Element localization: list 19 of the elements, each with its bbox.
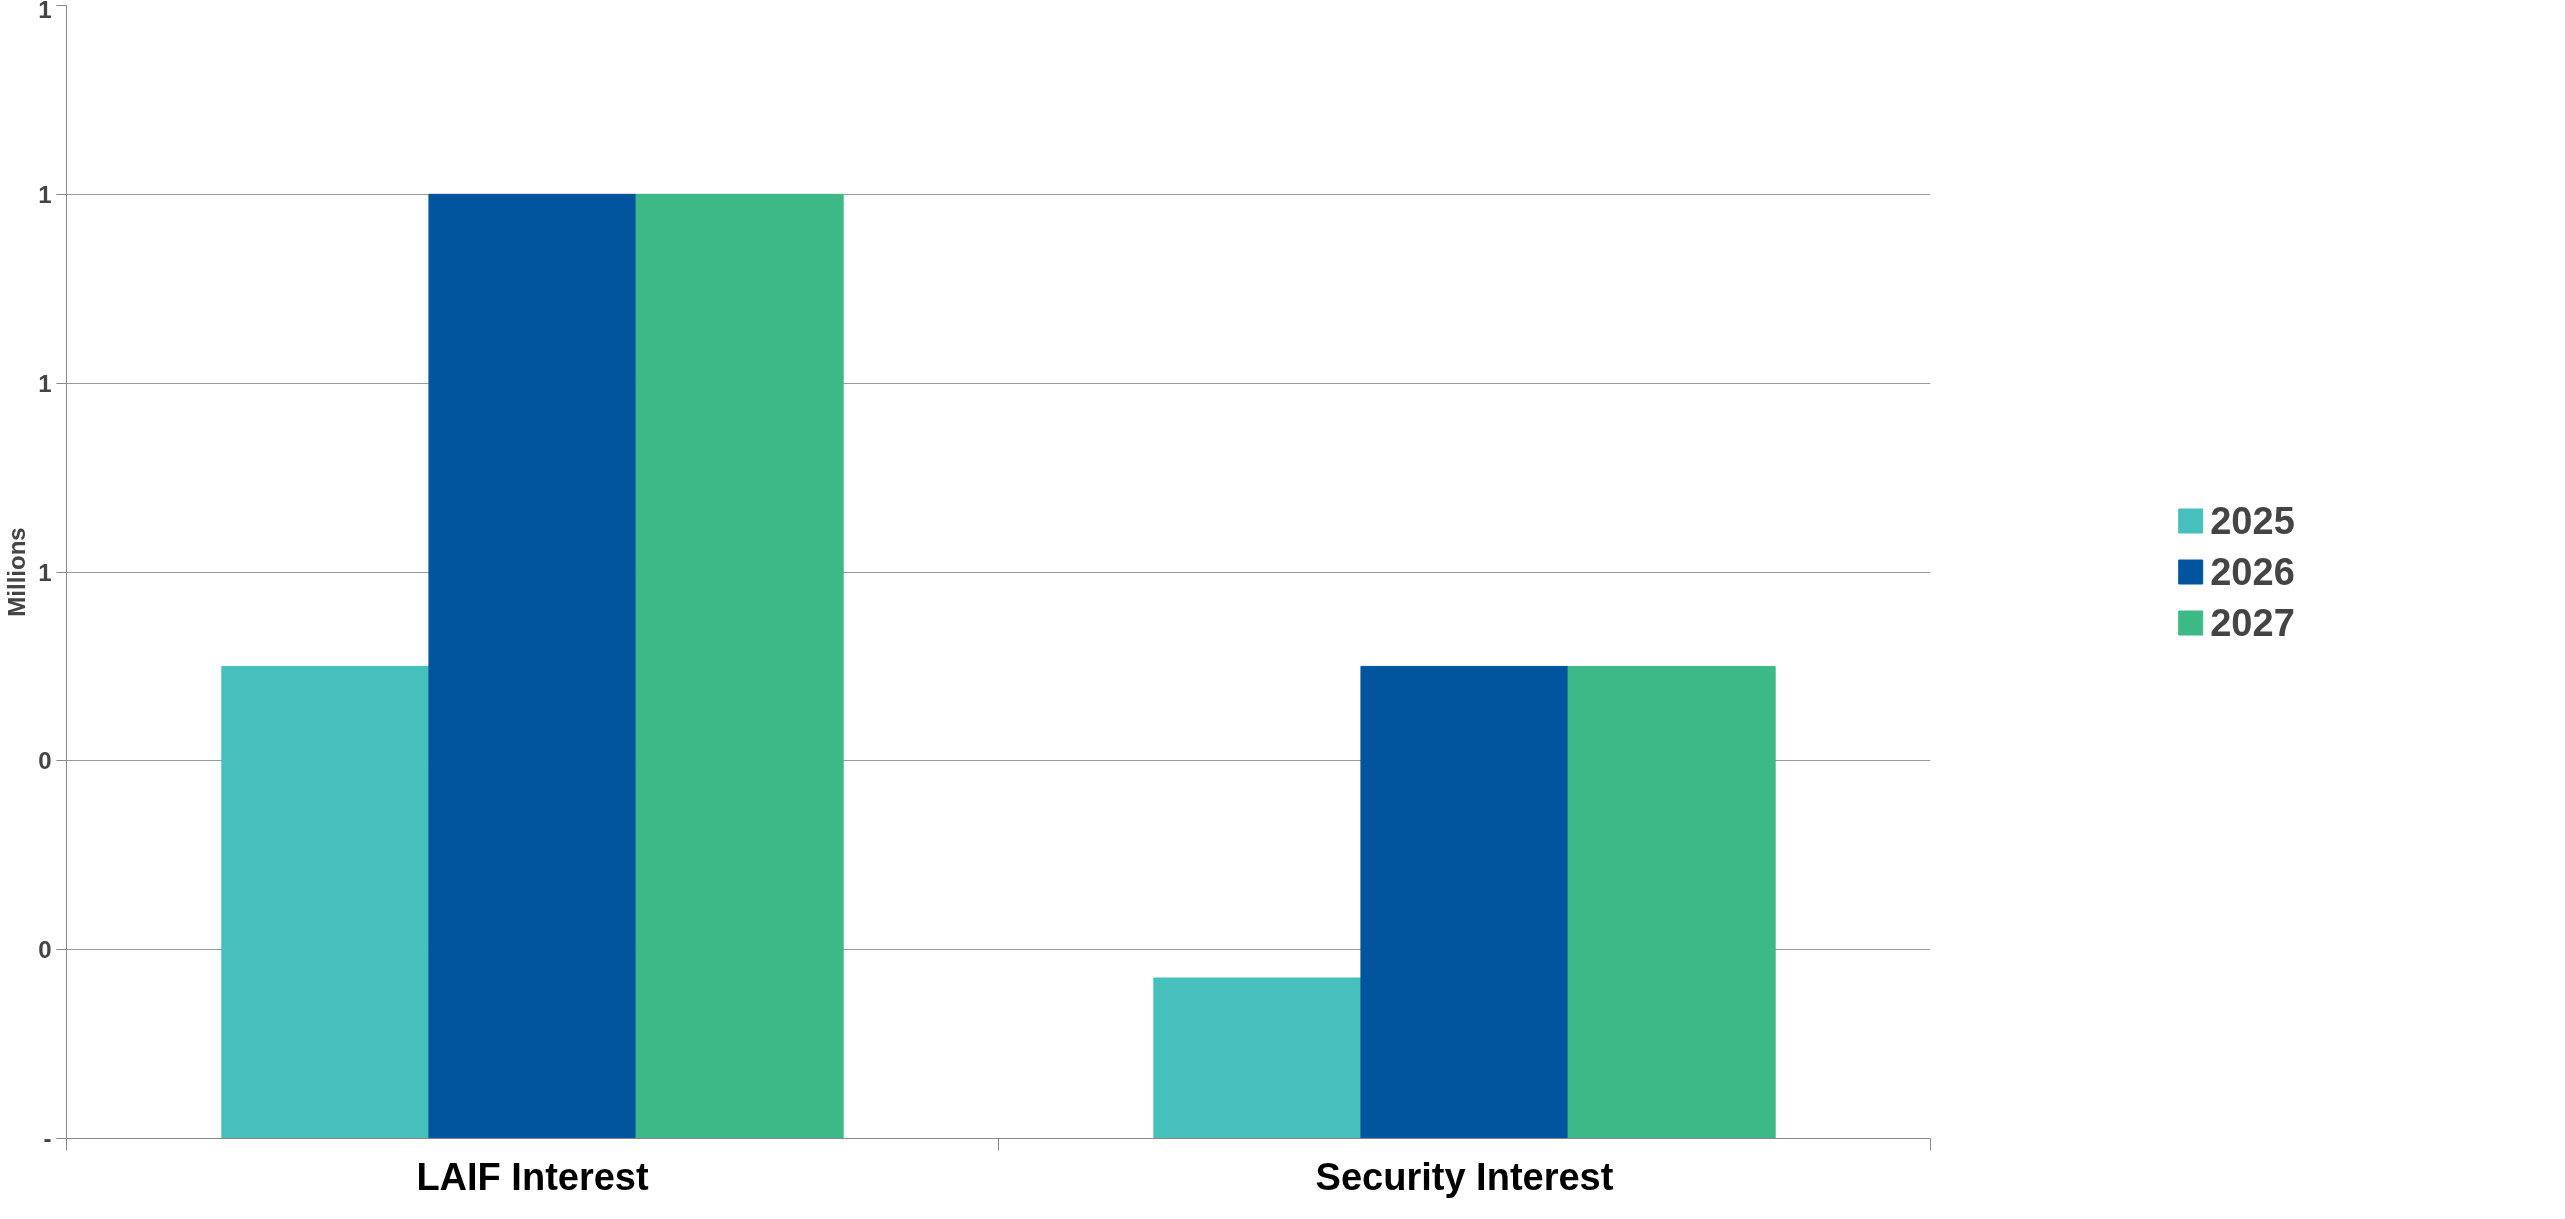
legend-label: 2027	[2210, 601, 2295, 644]
y-tick-label: -	[43, 1125, 52, 1152]
y-axis-title: Millions	[3, 527, 31, 617]
bar	[635, 193, 844, 1139]
y-tick-label: 1	[38, 369, 52, 397]
bar	[428, 193, 637, 1139]
bar	[1567, 665, 1776, 1139]
bar	[1153, 977, 1362, 1139]
y-tick-label: 1	[38, 558, 52, 586]
legend-label: 2026	[2210, 550, 2295, 593]
bar	[221, 665, 430, 1139]
y-tick-label: 0	[38, 936, 52, 964]
legend-label: 2025	[2210, 499, 2295, 542]
y-tick-label: 1	[38, 180, 52, 208]
x-tick-label: LAIF Interest	[416, 1155, 649, 1198]
y-tick-label: 1	[38, 0, 52, 23]
y-tick-label: 0	[38, 747, 52, 775]
x-tick-label: Security Interest	[1315, 1155, 1614, 1198]
bar	[1360, 665, 1569, 1139]
